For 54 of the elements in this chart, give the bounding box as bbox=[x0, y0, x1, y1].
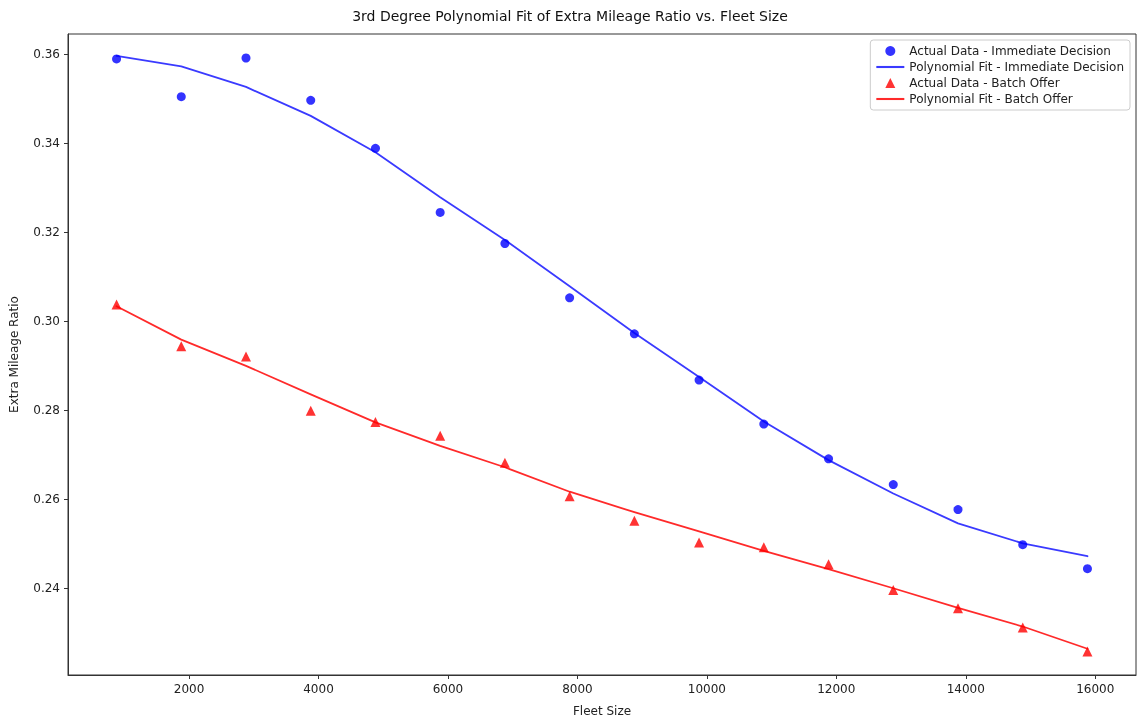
point bbox=[305, 405, 316, 416]
point bbox=[306, 95, 316, 105]
point bbox=[370, 416, 381, 427]
point bbox=[112, 54, 122, 64]
point bbox=[953, 505, 963, 515]
point bbox=[888, 480, 898, 490]
legend-label: Polynomial Fit - Immediate Decision bbox=[909, 60, 1125, 74]
point bbox=[694, 375, 704, 385]
point bbox=[241, 351, 251, 362]
point bbox=[1018, 540, 1028, 550]
legend-label: Actual Data - Batch Offer bbox=[909, 76, 1060, 90]
x-tick-label: 4000 bbox=[303, 682, 334, 696]
point bbox=[694, 537, 705, 548]
point bbox=[629, 329, 639, 339]
point bbox=[953, 603, 963, 614]
y-tick-label: 0.32 bbox=[33, 224, 60, 239]
point bbox=[500, 239, 510, 249]
y-tick-label: 0.36 bbox=[33, 47, 60, 62]
x-axis-title: Fleet Size bbox=[572, 704, 632, 718]
legend-label: Polynomial Fit - Batch Offer bbox=[909, 92, 1073, 106]
chart-title: 3rd Degree Polynomial Fit of Extra Mileage Ratio vs. Fleet Size bbox=[352, 8, 788, 24]
point bbox=[241, 53, 251, 63]
x-tick-label: 16000 bbox=[1076, 682, 1115, 696]
x-tick-label: 2000 bbox=[173, 682, 205, 696]
y-axis-title: Extra Mileage Ratio bbox=[7, 296, 21, 413]
point bbox=[564, 491, 575, 502]
y-tick-label: 0.30 bbox=[33, 313, 60, 328]
point bbox=[499, 457, 510, 468]
y-tick-label: 0.26 bbox=[33, 491, 60, 506]
x-tick-label: 14000 bbox=[946, 682, 985, 696]
point bbox=[176, 341, 187, 352]
x-tick-label: 12000 bbox=[817, 682, 856, 696]
x-tick-label: 6000 bbox=[432, 682, 464, 696]
point bbox=[1082, 646, 1093, 657]
point bbox=[888, 585, 899, 596]
legend-label: Actual Data - Immediate Decision bbox=[909, 44, 1111, 58]
point bbox=[629, 515, 640, 526]
point bbox=[111, 299, 122, 310]
x-tick-label: 10000 bbox=[687, 682, 726, 696]
point bbox=[370, 143, 380, 153]
point bbox=[824, 454, 834, 464]
y-tick-label: 0.34 bbox=[33, 135, 60, 150]
point bbox=[1082, 564, 1092, 574]
point bbox=[435, 207, 445, 217]
point bbox=[435, 430, 446, 441]
y-tick-label: 0.28 bbox=[33, 402, 60, 417]
point bbox=[823, 559, 834, 570]
point bbox=[565, 293, 575, 303]
point bbox=[758, 542, 769, 553]
x-tick-label: 8000 bbox=[562, 682, 593, 696]
point bbox=[1017, 622, 1028, 633]
y-tick-label: 0.24 bbox=[33, 580, 60, 595]
point bbox=[176, 92, 186, 102]
point bbox=[759, 419, 769, 429]
